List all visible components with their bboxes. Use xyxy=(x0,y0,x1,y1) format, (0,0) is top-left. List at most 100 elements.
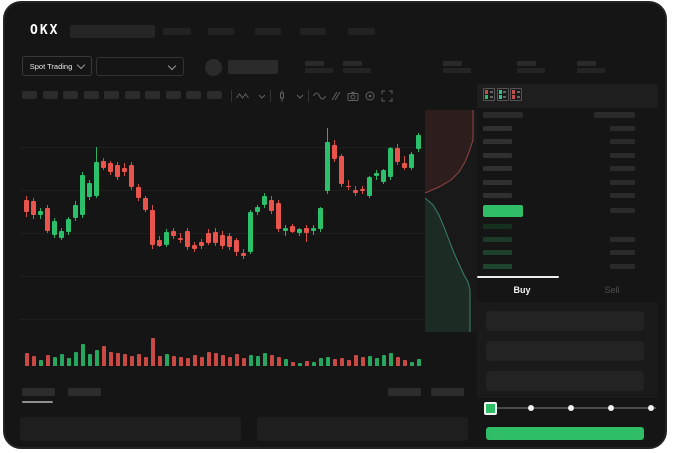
orderbook-layout-asks-only-icon[interactable] xyxy=(510,88,522,101)
volume-bar xyxy=(80,344,85,366)
settings-icon[interactable] xyxy=(364,90,376,102)
bottom-tab-placeholder[interactable] xyxy=(22,388,55,396)
orderbook-layout-combined-icon[interactable] xyxy=(483,88,495,101)
candle xyxy=(416,135,421,150)
interval-placeholder[interactable] xyxy=(42,91,58,99)
orderbook-ask-row[interactable] xyxy=(477,177,658,188)
orderbook-ask-row[interactable] xyxy=(477,190,658,201)
ask-price-placeholder xyxy=(483,193,512,198)
candle xyxy=(367,177,372,196)
order-input-placeholder[interactable] xyxy=(486,311,644,331)
toggle-glyph xyxy=(489,91,493,93)
orderbook-ask-row[interactable] xyxy=(477,163,658,174)
nav-item-placeholder[interactable] xyxy=(163,28,191,35)
orderbook-ask-row[interactable] xyxy=(477,123,658,134)
buy-submit-button[interactable] xyxy=(486,427,644,440)
candle xyxy=(52,220,57,235)
nav-item-placeholder[interactable] xyxy=(208,28,234,35)
interval-placeholder[interactable] xyxy=(145,91,160,99)
candle xyxy=(199,241,204,246)
market-stat-placeholder xyxy=(517,61,547,74)
topbar-search-placeholder[interactable] xyxy=(70,25,155,38)
chevron-down-icon[interactable] xyxy=(294,90,306,102)
candle xyxy=(59,230,64,238)
orderbook-ask-row[interactable] xyxy=(477,150,658,161)
amount-slider[interactable] xyxy=(484,400,660,416)
slider-handle[interactable] xyxy=(484,402,497,415)
market-stat-placeholder xyxy=(343,61,373,74)
tab-sell[interactable]: Sell xyxy=(604,285,620,295)
candle xyxy=(101,160,106,168)
last-price-badge[interactable] xyxy=(483,205,523,217)
interval-placeholder[interactable] xyxy=(22,91,37,99)
order-input-placeholder[interactable] xyxy=(486,341,644,361)
interval-placeholder[interactable] xyxy=(124,91,140,99)
candle-style-icon[interactable] xyxy=(276,90,288,102)
volume-bar xyxy=(220,355,225,366)
volume-bar xyxy=(94,350,99,366)
line-tool-icon[interactable] xyxy=(313,90,326,102)
market-stat-placeholder xyxy=(443,61,473,74)
orderbook-bid-row[interactable] xyxy=(477,234,658,245)
interval-placeholder[interactable] xyxy=(165,91,181,99)
nav-item-placeholder[interactable] xyxy=(348,28,375,35)
candle xyxy=(213,232,218,244)
candle-wick xyxy=(348,180,349,190)
candle xyxy=(45,208,50,231)
volume-bar xyxy=(374,358,379,366)
candle xyxy=(24,199,29,213)
slider-stop[interactable] xyxy=(608,405,614,411)
interval-placeholder[interactable] xyxy=(83,91,99,99)
candle xyxy=(234,240,239,252)
volume-bar xyxy=(402,360,407,366)
volume-bar xyxy=(304,361,309,366)
interval-placeholder[interactable] xyxy=(206,91,222,99)
draw-tool-icon[interactable] xyxy=(330,90,342,102)
interval-placeholder[interactable] xyxy=(63,91,78,99)
stat-label-placeholder xyxy=(517,61,536,66)
nav-item-placeholder[interactable] xyxy=(255,28,281,35)
slider-stop[interactable] xyxy=(648,405,654,411)
volume-bar xyxy=(185,358,190,366)
chevron-down-icon[interactable] xyxy=(256,90,268,102)
ask-amount-placeholder xyxy=(610,139,635,145)
volume-bar xyxy=(178,357,183,366)
volume-bar xyxy=(38,360,43,366)
candle xyxy=(73,205,78,218)
volume-bar xyxy=(318,358,323,366)
order-input-placeholder[interactable] xyxy=(486,371,644,391)
gridline xyxy=(20,147,424,148)
bottom-tab-placeholder[interactable] xyxy=(388,388,421,396)
interval-placeholder[interactable] xyxy=(104,91,119,99)
orderbook-ask-row[interactable] xyxy=(477,136,658,147)
orderbook-amount-header-placeholder xyxy=(594,112,635,118)
volume-bar xyxy=(192,355,197,366)
fullscreen-icon[interactable] xyxy=(381,90,393,102)
bottom-tab-placeholder[interactable] xyxy=(431,388,464,396)
orderbook-bid-row[interactable] xyxy=(477,221,658,232)
interval-placeholder[interactable] xyxy=(186,91,201,99)
bottom-tab-placeholder[interactable] xyxy=(68,388,101,396)
candle xyxy=(325,142,330,192)
slider-stop[interactable] xyxy=(568,405,574,411)
indicators-icon[interactable] xyxy=(236,90,249,102)
market-type-selector[interactable]: Spot Trading xyxy=(22,56,92,76)
volume-bar xyxy=(73,352,78,366)
pair-selector-dropdown[interactable] xyxy=(96,57,184,76)
camera-icon[interactable] xyxy=(347,90,359,102)
volume-bar xyxy=(31,356,36,366)
orderbook-bid-row[interactable] xyxy=(477,261,658,272)
candle xyxy=(94,162,99,196)
nav-item-placeholder[interactable] xyxy=(300,28,326,35)
candle xyxy=(38,211,43,216)
slider-stop[interactable] xyxy=(528,405,534,411)
orderbook-bid-row[interactable] xyxy=(477,247,658,258)
volume-bar xyxy=(234,354,239,366)
volume-bar xyxy=(248,355,253,366)
candle xyxy=(290,226,295,232)
candlestick-chart[interactable] xyxy=(20,110,424,338)
orderbook-layout-bids-only-icon[interactable] xyxy=(496,88,509,101)
gridline xyxy=(20,319,424,320)
tab-buy[interactable]: Buy xyxy=(513,285,531,295)
toolbar-divider xyxy=(270,90,271,102)
